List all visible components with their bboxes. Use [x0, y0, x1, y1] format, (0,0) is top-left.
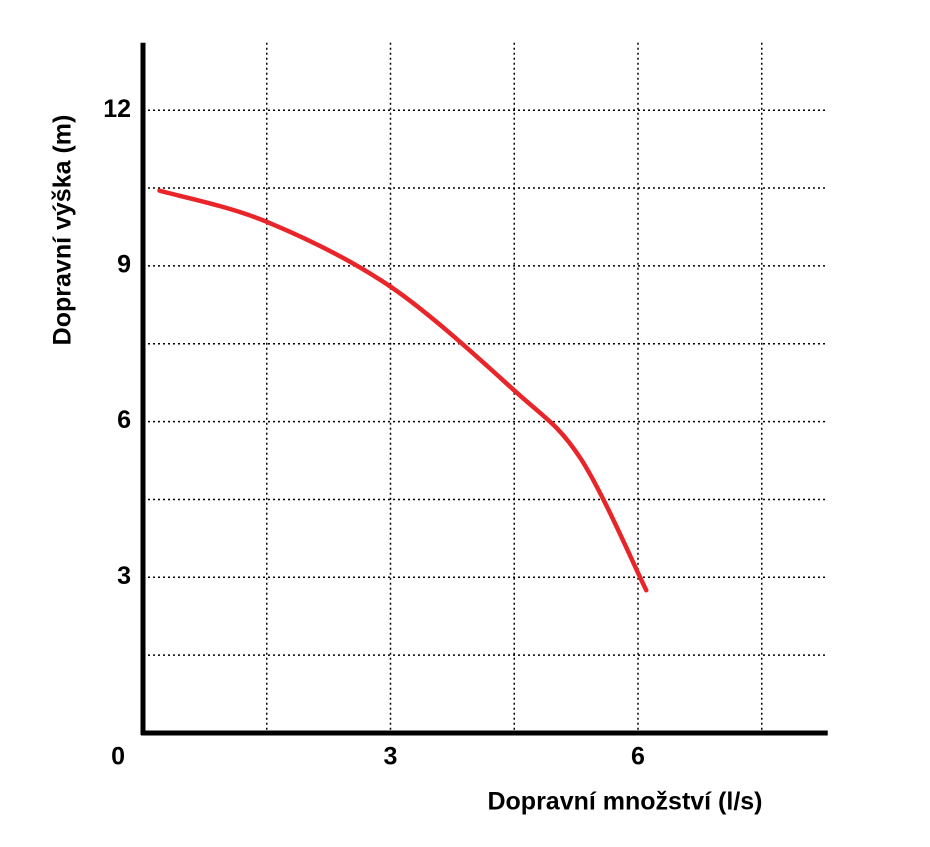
- y-tick-label: 12: [103, 95, 131, 123]
- y-axis-title: Dopravní výška (m): [49, 115, 77, 346]
- y-tick-label: 6: [117, 406, 131, 434]
- y-tick-label: 3: [117, 562, 131, 590]
- y-tick-label: 9: [117, 251, 131, 279]
- x-tick-label: 0: [111, 743, 125, 771]
- x-axis-title: Dopravní množství (l/s): [487, 788, 762, 816]
- x-tick-label: 6: [631, 743, 645, 771]
- x-tick-label: 3: [384, 743, 398, 771]
- curve: [157, 188, 649, 593]
